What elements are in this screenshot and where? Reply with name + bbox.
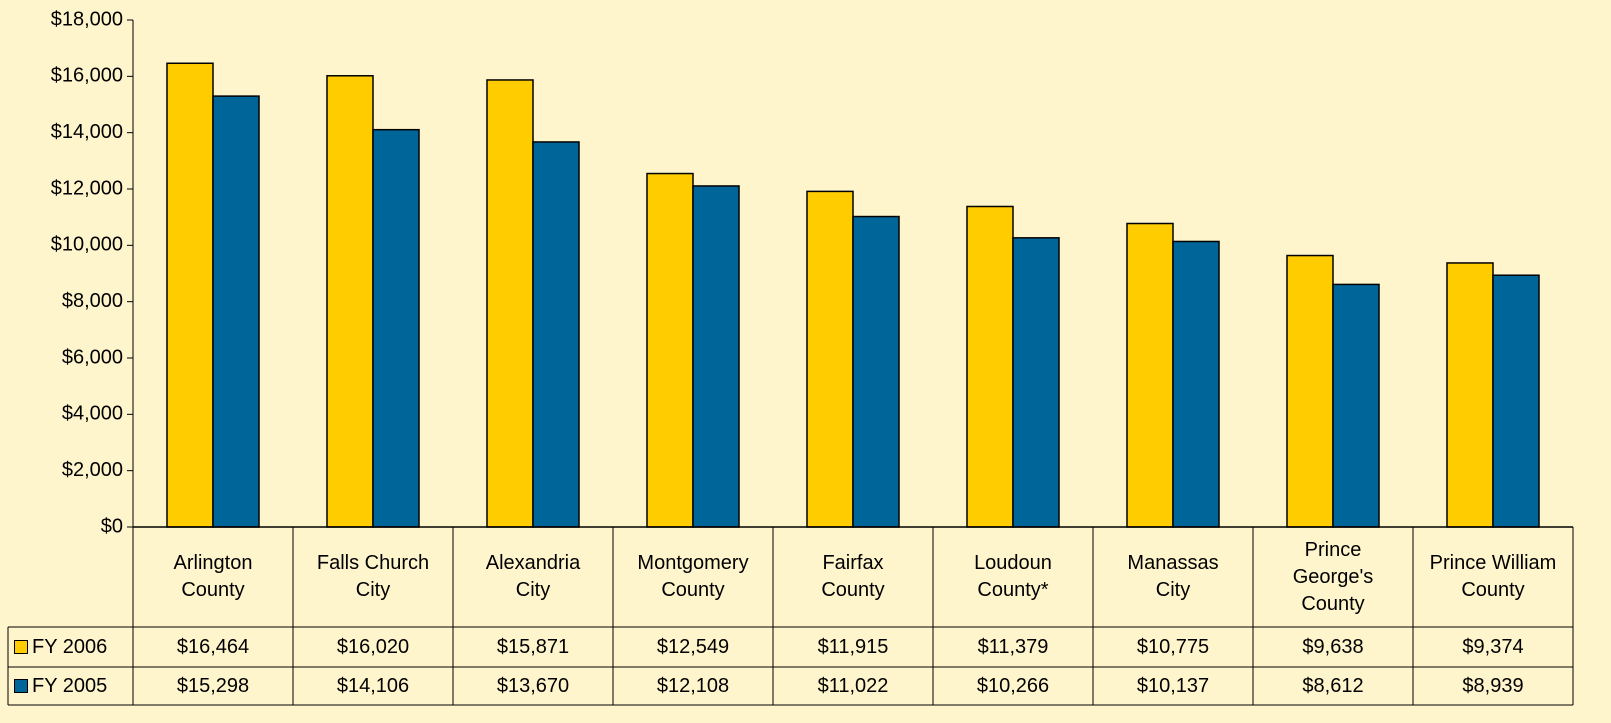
bar [1332, 283, 1380, 528]
category-label: Prince George's County [1292, 538, 1374, 615]
category-label: Falls Church City [316, 552, 430, 601]
table-value: $12,108 [656, 674, 730, 697]
bar [326, 75, 374, 528]
bar [1172, 240, 1220, 528]
table-value: $11,379 [977, 635, 1049, 658]
bar [1446, 262, 1494, 528]
y-tick-label: $12,000 [51, 177, 123, 199]
table-value: $9,374 [1462, 635, 1524, 658]
table-value: $15,298 [176, 674, 250, 697]
table-value: $8,939 [1462, 674, 1524, 697]
table-value: $16,020 [336, 635, 410, 658]
bar [692, 185, 740, 528]
bar [1492, 274, 1540, 528]
table-value: $9,638 [1302, 635, 1364, 658]
bar [1126, 222, 1174, 528]
bar [646, 172, 694, 528]
bar [372, 128, 420, 528]
y-tick-label: $8,000 [62, 290, 123, 312]
table-value: $8,612 [1302, 674, 1364, 697]
bar [852, 215, 900, 528]
category-label: Manassas City [1127, 552, 1219, 601]
table-value: $16,464 [176, 635, 250, 658]
table-value: $13,670 [496, 674, 570, 697]
bar [1286, 254, 1334, 528]
y-tick-label: $14,000 [51, 121, 123, 143]
table-value: $11,022 [817, 674, 889, 697]
legend-label: FY 2005 [32, 674, 108, 697]
y-tick-label: $18,000 [51, 8, 123, 30]
table-value: $12,549 [656, 635, 730, 658]
y-tick-label: $4,000 [62, 403, 123, 425]
legend-item: FY 2006 [8, 627, 133, 667]
table-value: $14,106 [336, 674, 410, 697]
bar [486, 79, 534, 528]
table-value: $11,915 [817, 635, 889, 658]
legend-swatch [14, 679, 28, 693]
bar [532, 141, 580, 528]
bar [966, 205, 1014, 528]
legend-swatch [14, 640, 28, 654]
category-label: Alexandria City [485, 552, 581, 601]
bar [212, 95, 260, 528]
category-label: Arlington County [173, 552, 253, 601]
y-tick-label: $6,000 [62, 346, 123, 368]
table-value: $10,137 [1136, 674, 1210, 697]
y-tick-label: $16,000 [51, 65, 123, 87]
category-label: Loudoun County* [974, 552, 1052, 601]
category-label: Prince William County [1429, 552, 1557, 601]
category-label: Fairfax County [821, 552, 885, 601]
bar [166, 62, 214, 528]
table-value: $15,871 [496, 635, 570, 658]
bar [806, 190, 854, 528]
y-tick-label: $10,000 [51, 234, 123, 256]
category-label: Montgomery County [637, 552, 749, 601]
y-tick-label: $0 [101, 515, 123, 537]
table-value: $10,266 [976, 674, 1050, 697]
y-tick-label: $2,000 [62, 459, 123, 481]
legend-item: FY 2005 [8, 667, 133, 705]
legend-label: FY 2006 [32, 635, 108, 658]
bar [1012, 237, 1060, 528]
table-value: $10,775 [1136, 635, 1210, 658]
